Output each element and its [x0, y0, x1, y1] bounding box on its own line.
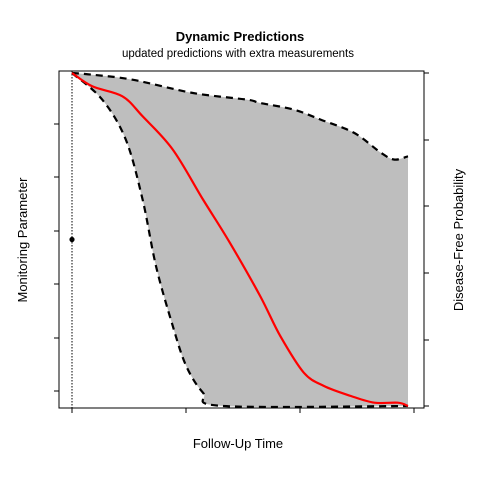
plot-area: [54, 71, 429, 413]
confidence-band: [72, 73, 408, 407]
prediction-line: [71, 72, 409, 408]
observed-measurement-point: [69, 236, 75, 243]
upper-band-line: [71, 71, 409, 161]
y-axis-label-right: Disease-Free Probability: [451, 168, 466, 311]
lower-band-line: [71, 72, 409, 409]
chart-subtitle: updated predictions with extra measureme…: [122, 48, 354, 60]
plot-frame: [58, 70, 425, 409]
x-axis-label: Follow-Up Time: [193, 436, 283, 451]
chart-title: Dynamic Predictions: [176, 29, 305, 44]
y-axis-label-left: Monitoring Parameter: [15, 177, 30, 303]
